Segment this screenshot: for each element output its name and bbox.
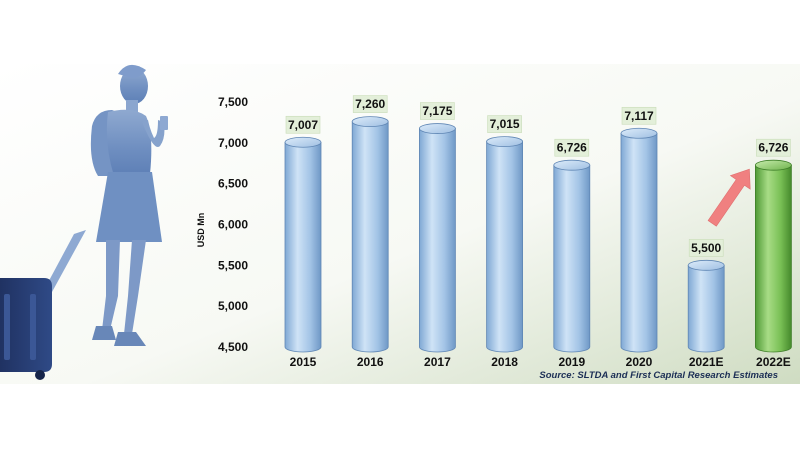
y-tick-label: 5,000 <box>218 299 248 313</box>
x-tick-label: 2018 <box>491 355 518 369</box>
chart-figure: 4,500 5,000 5,500 6,000 6,500 7,000 7,500 USD … <box>0 64 800 384</box>
growth-arrow-icon <box>707 168 751 227</box>
data-label: 7,260 <box>352 95 388 113</box>
x-tick-label: 2020 <box>626 355 653 369</box>
y-tick-label: 4,500 <box>218 340 248 354</box>
x-tick-label: 2022E <box>756 355 791 369</box>
bar <box>351 116 389 353</box>
svg-text:7,015: 7,015 <box>490 117 520 131</box>
x-tick-label: 2017 <box>424 355 451 369</box>
bar <box>553 159 591 353</box>
svg-text:6,726: 6,726 <box>758 141 788 155</box>
y-tick-label: 7,000 <box>218 136 248 150</box>
bar <box>284 136 322 353</box>
svg-text:5,500: 5,500 <box>691 241 721 255</box>
bar-chart: 4,500 5,000 5,500 6,000 6,500 7,000 7,500 USD … <box>0 64 800 384</box>
y-tick-label: 7,500 <box>218 95 248 109</box>
source-note: Source: SLTDA and First Capital Research… <box>539 370 778 381</box>
bar <box>418 123 456 353</box>
x-tick-label: 2015 <box>290 355 317 369</box>
svg-text:6,726: 6,726 <box>557 141 587 155</box>
data-label: 7,175 <box>420 102 455 120</box>
data-label: 6,726 <box>756 138 791 157</box>
x-axis: 2015 2016 2017 2018 2019 2020 2021E 2022E <box>290 355 791 369</box>
data-labels: 7,007 7,260 7,175 7,015 6,726 7,117 5,500 6,726 <box>285 95 791 257</box>
svg-text:7,117: 7,117 <box>624 109 654 123</box>
y-axis: 4,500 5,000 5,500 6,000 6,500 7,000 7,500 <box>218 95 248 354</box>
y-tick-label: 5,500 <box>218 258 248 272</box>
x-tick-label: 2016 <box>357 355 384 369</box>
bar <box>755 159 792 353</box>
data-label: 7,007 <box>285 115 321 134</box>
svg-text:7,175: 7,175 <box>422 104 452 118</box>
data-label: 6,726 <box>554 138 590 157</box>
x-tick-label: 2019 <box>558 355 585 369</box>
svg-text:7,007: 7,007 <box>288 118 318 132</box>
bar <box>687 259 725 353</box>
y-tick-label: 6,500 <box>218 177 248 191</box>
traveler-silhouette-icon <box>0 64 168 380</box>
bar <box>620 127 658 353</box>
data-label: 5,500 <box>688 239 724 257</box>
svg-text:7,260: 7,260 <box>355 97 385 111</box>
y-tick-label: 6,000 <box>218 218 248 232</box>
data-label: 7,117 <box>621 106 657 125</box>
x-tick-label: 2021E <box>689 355 724 369</box>
bar <box>486 136 524 353</box>
data-label: 7,015 <box>487 115 522 133</box>
bars <box>284 116 792 353</box>
y-axis-title: USD Mn <box>196 213 206 248</box>
